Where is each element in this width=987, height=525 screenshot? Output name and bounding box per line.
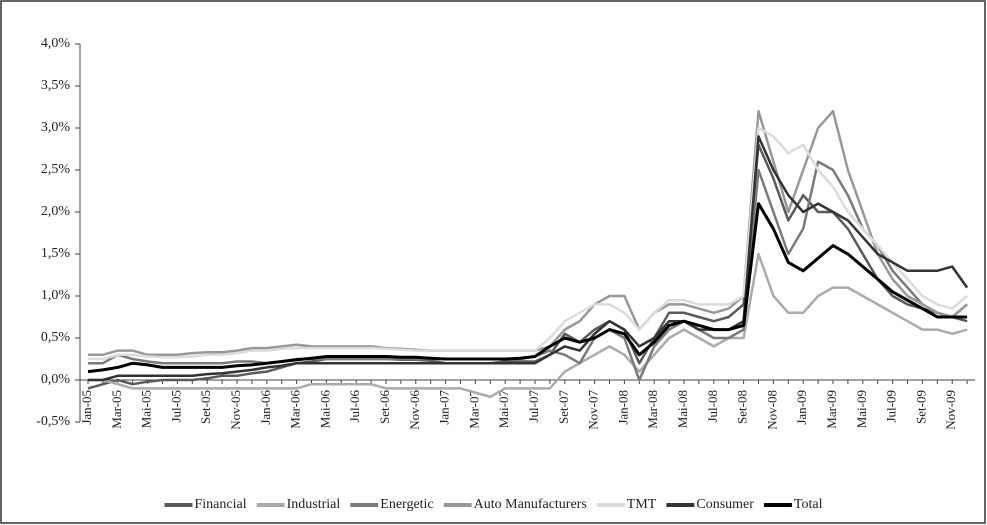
x-tick-label: Set-05 <box>198 390 213 424</box>
x-tick-label: Mai-08 <box>675 390 690 428</box>
legend-label: Auto Manufacturers <box>474 497 587 512</box>
legend-label: Industrial <box>287 497 341 512</box>
y-tick-label: 1,5% <box>41 246 71 261</box>
series-line <box>87 143 968 390</box>
x-tick-label: Mai-06 <box>317 390 332 429</box>
x-tick-label: Jan-09 <box>794 390 809 425</box>
legend-label: Consumer <box>696 497 754 512</box>
y-tick-label: 0,0% <box>41 372 71 387</box>
y-tick-label: 3,5% <box>41 78 71 93</box>
series-line <box>87 202 968 374</box>
x-tick-label: Set-07 <box>556 390 571 424</box>
x-tick-label: Set-09 <box>913 390 928 424</box>
x-tick-label: Jan-05 <box>79 390 94 425</box>
legend: Financial Industrial Energetic Auto Manufac… <box>164 497 823 512</box>
x-tick-label: Mai-05 <box>139 390 154 428</box>
series-line <box>88 252 968 399</box>
legend-label: TMT <box>627 497 657 512</box>
x-tick-label: Jul-08 <box>705 390 720 423</box>
legend-label: Financial <box>195 497 247 512</box>
y-tick-label: -0,5% <box>36 414 70 429</box>
x-tick-label: Jan-06 <box>258 390 273 425</box>
x-tick-label: Mar-08 <box>645 390 660 429</box>
y-tick-label: 2,0% <box>41 204 71 219</box>
legend-label: Energetic <box>380 497 433 512</box>
x-tick-label: Nov-09 <box>943 390 958 430</box>
y-tick-label: 2,5% <box>41 162 71 177</box>
y-tick-label: 0,5% <box>41 330 71 345</box>
x-tick-label: Set-06 <box>377 390 392 424</box>
x-tick-label: Jul-06 <box>347 390 362 423</box>
x-tick-label: Mai-07 <box>496 390 511 429</box>
x-tick-label: Nov-07 <box>586 390 601 430</box>
x-tick-label: Mai-09 <box>854 390 869 428</box>
y-tick-label: 4,0% <box>41 36 71 51</box>
x-tick-label: Jul-07 <box>526 390 541 423</box>
legend-label: Total <box>794 497 823 512</box>
x-tick-label: Jul-09 <box>884 390 899 423</box>
x-tick-label: Mar-06 <box>288 390 303 429</box>
x-tick-label: Mar-07 <box>466 390 481 429</box>
series-line <box>88 126 968 361</box>
series-line <box>88 135 969 382</box>
x-tick-label: Nov-06 <box>407 390 422 430</box>
x-tick-label: Nov-08 <box>764 390 779 430</box>
x-tick-label: Mar-09 <box>824 390 839 429</box>
y-tick-label: 3,0% <box>41 120 71 135</box>
x-tick-label: Jan-08 <box>615 390 630 425</box>
x-tick-label: Nov-05 <box>228 390 243 430</box>
x-tick-label: Jul-05 <box>168 390 183 423</box>
x-tick-label: Jan-07 <box>437 390 452 425</box>
y-tick-label: 1,0% <box>41 288 71 303</box>
x-tick-label: Set-08 <box>735 390 750 424</box>
x-tick-label: Mar-05 <box>109 390 124 429</box>
